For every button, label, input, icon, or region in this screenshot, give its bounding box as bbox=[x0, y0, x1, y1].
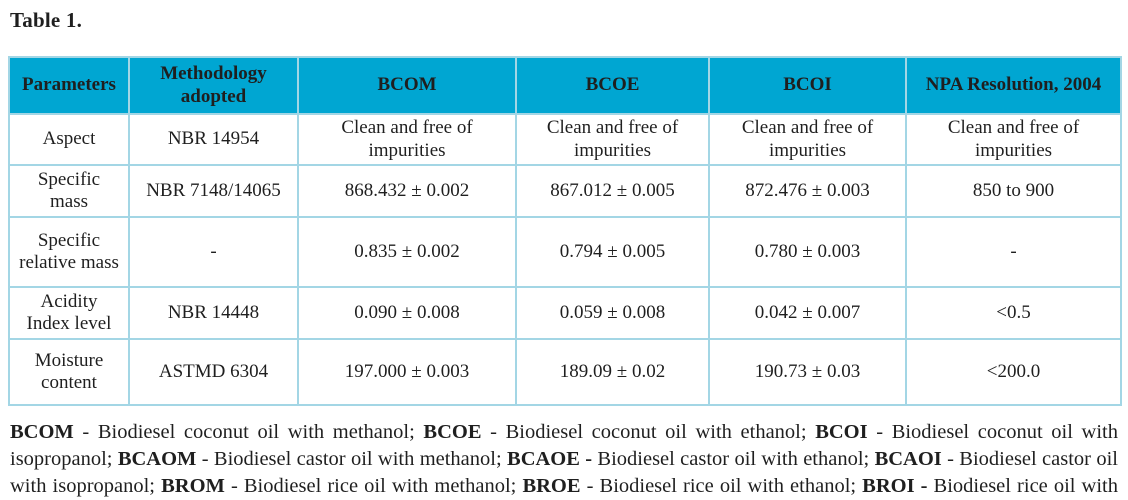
value-cell: <200.0 bbox=[905, 338, 1122, 406]
parameter-cell: Specific relative mass bbox=[8, 216, 130, 288]
table-row: Aspect NBR 14954 Clean and free of impurit… bbox=[8, 113, 1122, 166]
value-cell: Clean and free of impurities bbox=[708, 113, 907, 166]
parameter-cell: Moisture content bbox=[8, 338, 130, 406]
abbreviation-description: Biodiesel castor oil with ethanol; bbox=[592, 447, 875, 470]
abbreviation: BCAOM bbox=[117, 447, 197, 470]
abbreviation: BROE bbox=[522, 474, 581, 497]
table-row: Specific mass NBR 7148/14065 868.432 ± 0.0… bbox=[8, 164, 1122, 218]
value-cell: 0.090 ± 0.008 bbox=[297, 286, 517, 340]
value-cell: 0.794 ± 0.005 bbox=[515, 216, 710, 288]
column-header: BCOE bbox=[515, 56, 710, 115]
value-cell: 190.73 ± 0.03 bbox=[708, 338, 907, 406]
abbreviation-description: Biodiesel rice oil with isopropanol. bbox=[933, 474, 1118, 497]
abbreviation: BCOM bbox=[10, 420, 74, 443]
value-cell: ASTMD 6304 bbox=[128, 338, 299, 406]
abbreviation-description: - Biodiesel castor oil with isopropanol; bbox=[10, 447, 1118, 497]
column-header: BCOI bbox=[708, 56, 907, 115]
value-cell: 0.780 ± 0.003 bbox=[708, 216, 907, 288]
abbreviation: BROM bbox=[161, 474, 225, 497]
value-cell: 868.432 ± 0.002 bbox=[297, 164, 517, 218]
abbreviation-description: - Biodiesel rice oil with ethanol; bbox=[580, 474, 863, 497]
abbreviation: BCAOI bbox=[874, 447, 942, 470]
abbreviation-description: - Biodiesel castor oil with methanol; bbox=[196, 447, 508, 470]
value-cell: Clean and free of impurities bbox=[515, 113, 710, 166]
table-row: Moisture content ASTMD 6304 197.000 ± 0.00… bbox=[8, 338, 1122, 406]
parameter-cell: Aspect bbox=[8, 113, 130, 166]
table-row: Specific relative mass -0.835 ± 0.002 0.79… bbox=[8, 216, 1122, 288]
value-cell: 850 to 900 bbox=[905, 164, 1122, 218]
value-cell: 0.059 ± 0.008 bbox=[515, 286, 710, 340]
value-cell: Clean and free of impurities bbox=[905, 113, 1122, 166]
value-cell: 189.09 ± 0.02 bbox=[515, 338, 710, 406]
abbreviation-description: - Biodiesel coconut oil with ethanol; bbox=[481, 420, 816, 443]
column-header: Methodology adopted bbox=[128, 56, 299, 115]
value-cell: 0.835 ± 0.002 bbox=[297, 216, 517, 288]
value-cell: 867.012 ± 0.005 bbox=[515, 164, 710, 218]
abbreviation: BCAOE - bbox=[507, 447, 593, 470]
value-cell: 0.042 ± 0.007 bbox=[708, 286, 907, 340]
value-cell: <0.5 bbox=[905, 286, 1122, 340]
abbreviation-description: - Biodiesel rice oil with methanol; bbox=[224, 474, 523, 497]
value-cell: 197.000 ± 0.003 bbox=[297, 338, 517, 406]
value-cell: - bbox=[128, 216, 299, 288]
value-cell: NBR 7148/14065 bbox=[128, 164, 299, 218]
table-body: Aspect NBR 14954 Clean and free of impurit… bbox=[8, 113, 1122, 406]
value-cell: Clean and free of impurities bbox=[297, 113, 517, 166]
column-header: NPA Resolution, 2004 bbox=[905, 56, 1122, 115]
abbreviation: BCOE bbox=[423, 420, 482, 443]
value-cell: NBR 14448 bbox=[128, 286, 299, 340]
parameter-cell: Acidity Index level bbox=[8, 286, 130, 340]
value-cell: 872.476 ± 0.003 bbox=[708, 164, 907, 218]
abbreviation: BROI - bbox=[862, 474, 928, 497]
parameters-table: Parameters Methodology adopted BCOM BCOE BCO… bbox=[8, 56, 1122, 406]
table-row: Acidity Index level NBR 14448 0.090 ± 0.00… bbox=[8, 286, 1122, 340]
document-page: Table 1. Parameters Methodology adopted BC… bbox=[0, 8, 1128, 500]
abbreviations-footnote: BCOM - Biodiesel coconut oil with methan… bbox=[10, 419, 1118, 500]
column-header: BCOM bbox=[297, 56, 517, 115]
table-title: Table 1. bbox=[10, 8, 83, 32]
header-row: Parameters Methodology adopted BCOM BCOE BCO… bbox=[8, 56, 1122, 115]
value-cell: NBR 14954 bbox=[128, 113, 299, 166]
abbreviation: BCOI bbox=[815, 420, 868, 443]
column-header: Parameters bbox=[8, 56, 130, 115]
abbreviation-description: - Biodiesel coconut oil with isopropanol… bbox=[10, 420, 1118, 470]
value-cell: - bbox=[905, 216, 1122, 288]
parameter-cell: Specific mass bbox=[8, 164, 130, 218]
table-header: Parameters Methodology adopted BCOM BCOE BCO… bbox=[8, 56, 1122, 115]
abbreviation-description: - Biodiesel coconut oil with methanol; bbox=[73, 420, 424, 443]
